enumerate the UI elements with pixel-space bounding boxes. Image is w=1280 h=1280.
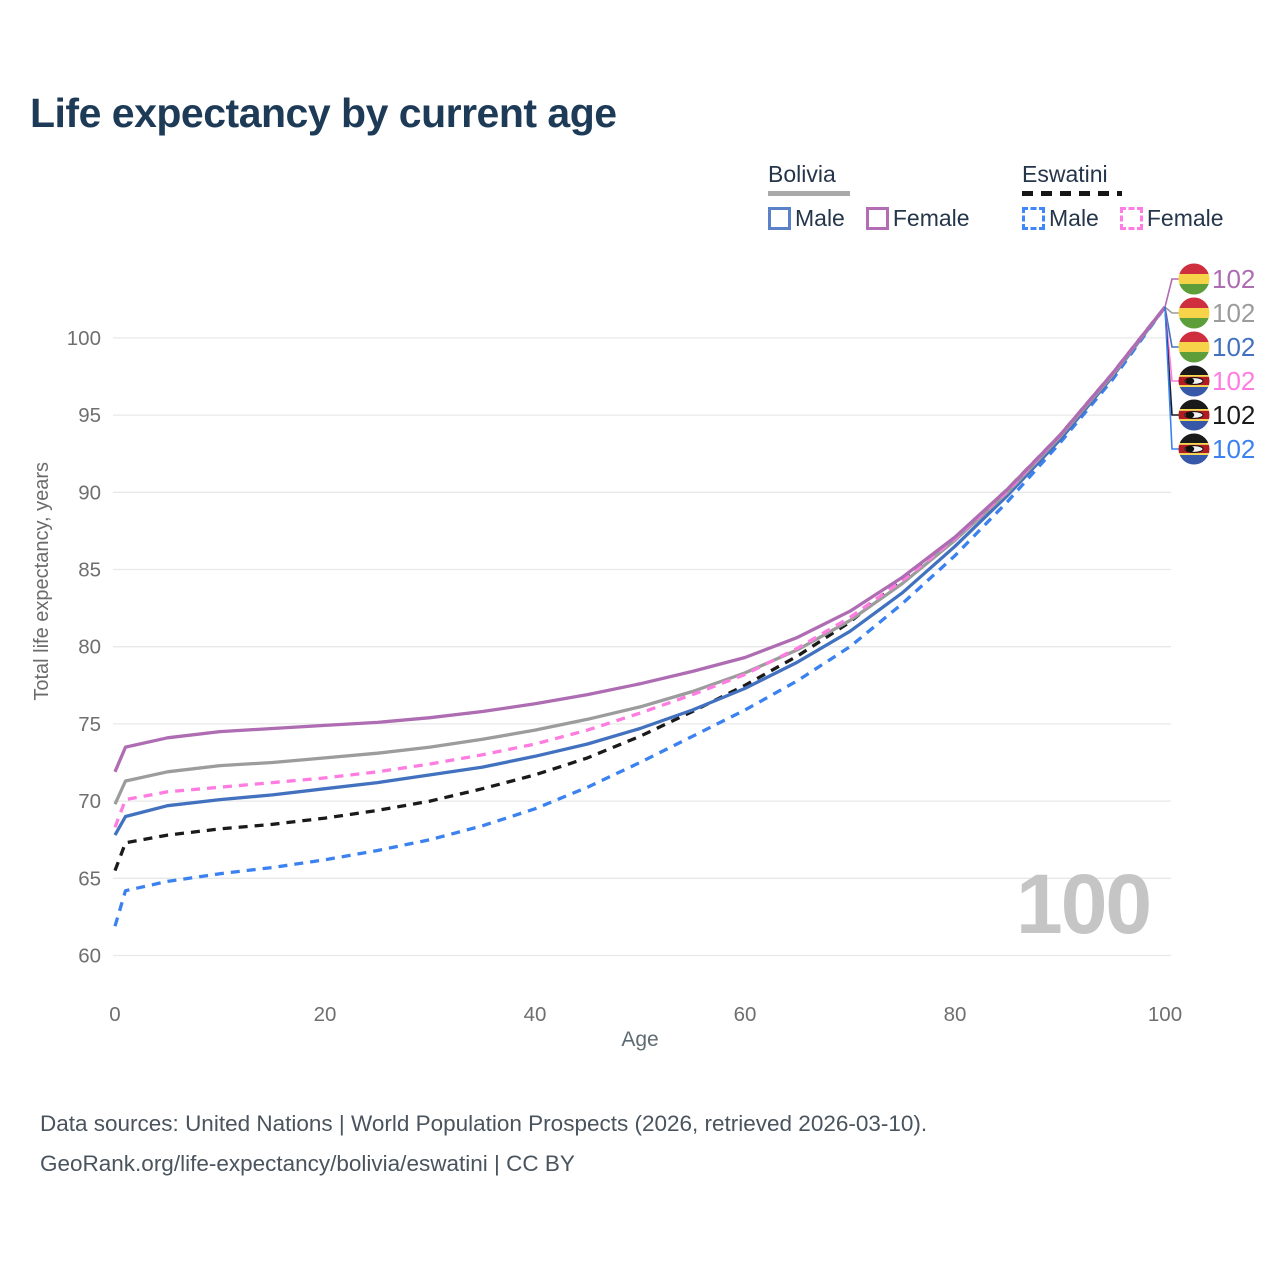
legend-country-eswatini[interactable]: Eswatini [1022, 161, 1224, 196]
end-value-label: 102 [1212, 332, 1255, 362]
legend-group-bolivia: Bolivia Male Female [768, 161, 970, 232]
legend-item-label: Female [1146, 205, 1224, 231]
leader-line [1164, 306, 1179, 450]
footer-attribution: GeoRank.org/life-expectancy/bolivia/eswa… [40, 1151, 575, 1176]
checkbox-icon[interactable] [768, 207, 791, 230]
eswatini-dashed-line-sample-icon [1022, 191, 1122, 196]
bolivia-flag-icon [1178, 331, 1210, 363]
legend-item-label: Male [1049, 205, 1099, 231]
eswatini-flag-icon [1178, 399, 1210, 431]
checkbox-icon[interactable] [1119, 207, 1143, 230]
y-tick-label: 75 [78, 713, 101, 736]
legend-item-label: Female [892, 205, 970, 231]
leader-line [1164, 278, 1179, 308]
legend-item-label: Male [795, 205, 845, 231]
y-axis-title: Total life expectancy, years [31, 462, 53, 701]
end-value-label: 102 [1212, 366, 1255, 396]
y-tick-label: 100 [67, 327, 101, 350]
series-line-eswatini-female[interactable] [113, 305, 1167, 828]
end-value-label: 102 [1212, 264, 1255, 294]
legend-item-bolivia-female[interactable]: Female [865, 205, 970, 232]
series-line-eswatini-both-sexes-[interactable] [113, 305, 1167, 872]
y-tick-label: 90 [78, 481, 101, 504]
x-tick-label: 60 [734, 1003, 757, 1026]
bolivia-flag-icon [1178, 297, 1210, 329]
x-tick-label: 80 [944, 1003, 967, 1026]
checkbox-icon[interactable] [1022, 207, 1045, 230]
page-title: Life expectancy by current age [30, 90, 617, 136]
legend-item-eswatini-male[interactable]: Male [1022, 205, 1099, 232]
checkbox-icon[interactable] [865, 207, 889, 230]
x-axis-title: Age [621, 1028, 659, 1051]
x-tick-label: 20 [314, 1003, 337, 1026]
leader-line [1164, 306, 1179, 348]
series-line-eswatini-male[interactable] [113, 306, 1167, 927]
end-value-label: 102 [1212, 400, 1255, 430]
y-tick-label: 70 [78, 790, 101, 813]
legend-group-eswatini: Eswatini Male Female [1022, 161, 1224, 232]
bolivia-solid-line-sample-icon [768, 191, 850, 196]
footer: Data sources: United Nations | World Pop… [40, 1104, 927, 1184]
hover-age-watermark: 100 [1016, 857, 1152, 951]
y-tick-label: 80 [78, 636, 101, 659]
y-tick-label: 95 [78, 404, 101, 427]
legend-item-eswatini-female[interactable]: Female [1119, 205, 1224, 232]
y-tick-label: 65 [78, 867, 101, 890]
eswatini-flag-icon [1178, 433, 1210, 465]
x-tick-label: 100 [1148, 1003, 1182, 1026]
x-tick-label: 0 [109, 1003, 120, 1026]
legend-country-bolivia[interactable]: Bolivia [768, 161, 970, 196]
legend-country-bolivia-label: Bolivia [768, 161, 836, 187]
y-tick-label: 85 [78, 559, 101, 582]
y-tick-label: 60 [78, 945, 101, 968]
x-tick-label: 40 [524, 1003, 547, 1026]
footer-data-sources: Data sources: United Nations | World Pop… [40, 1111, 928, 1136]
series-line-bolivia-male[interactable] [113, 306, 1167, 836]
series-line-bolivia-female[interactable] [113, 305, 1167, 773]
bolivia-flag-icon [1178, 263, 1210, 295]
legend-item-bolivia-male[interactable]: Male [768, 205, 845, 232]
legend-country-eswatini-label: Eswatini [1022, 161, 1108, 187]
eswatini-flag-icon [1178, 365, 1210, 397]
end-value-label: 102 [1212, 434, 1255, 464]
end-value-label: 102 [1212, 298, 1255, 328]
leader-line [1164, 306, 1179, 314]
